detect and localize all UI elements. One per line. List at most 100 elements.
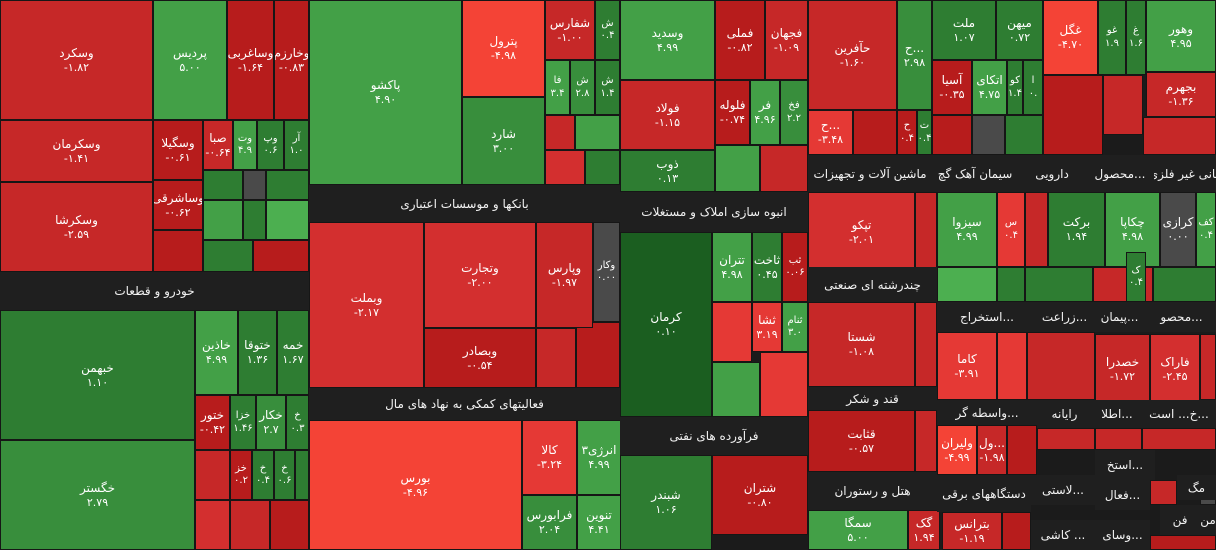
filler-stock-tile[interactable] <box>1037 428 1095 450</box>
filler-stock-tile[interactable] <box>585 150 620 185</box>
stock-tile[interactable]: خکار ۲.۷ <box>256 395 286 450</box>
stock-tile[interactable]: ت ۰.۴ <box>917 110 932 155</box>
sector-contracting-label[interactable]: پیمان... <box>1092 302 1147 332</box>
stock-tile[interactable]: وخارزم -۰.۸۳ <box>274 0 309 120</box>
stock-tile[interactable]: فا ۳.۴ <box>545 60 570 115</box>
stock-tile[interactable]: ش ۱.۴ <box>595 60 620 115</box>
stock-tile[interactable]: کرمان ۰.۱۰ <box>620 232 712 417</box>
stock-tile[interactable]: وسگیلا -۰.۶۱ <box>153 120 203 180</box>
stock-tile[interactable]: تتران ۴.۹۸ <box>712 232 752 302</box>
stock-tile[interactable]: فجهان -۱.۰۹ <box>765 0 808 80</box>
filler-stock-tile[interactable] <box>545 150 585 185</box>
sector-mining-2-label[interactable]: استخ... <box>1095 450 1155 480</box>
filler-stock-tile[interactable] <box>1005 115 1043 155</box>
stock-tile[interactable]: خ ۰.۶ <box>274 450 295 500</box>
sector-products-2-label[interactable]: محصو... <box>1147 302 1216 332</box>
filler-stock-tile[interactable] <box>1153 267 1216 302</box>
sector-mg-label[interactable]: مگ <box>1177 475 1216 500</box>
filler-stock-tile[interactable] <box>712 362 760 417</box>
sector-electrical-label[interactable]: دستگاههای برقی <box>937 475 1031 512</box>
stock-tile[interactable]: ختوقا ۱.۳۶ <box>238 310 277 395</box>
sector-financial-aux-label[interactable]: فعالیتهای کمکی به نهاد های مال <box>309 388 620 420</box>
filler-stock-tile[interactable] <box>1002 512 1031 550</box>
stock-tile[interactable]: خبهمن ۱.۱۰ <box>0 310 195 440</box>
stock-tile[interactable]: بجهرم -۱.۳۶ <box>1146 72 1216 117</box>
stock-tile[interactable]: وبملت -۲.۱۷ <box>309 222 424 388</box>
filler-stock-tile[interactable] <box>915 410 937 472</box>
sector-misc-label[interactable]: خ... است... <box>1142 400 1216 428</box>
filler-stock-tile[interactable] <box>1095 428 1142 450</box>
stock-tile[interactable]: پاکشو ۴.۹۰ <box>309 0 462 185</box>
stock-tile[interactable]: خ ۰.۳ <box>286 395 309 450</box>
stock-tile[interactable]: وسکرشا -۲.۵۹ <box>0 182 153 272</box>
sector-sugar-label[interactable]: قند و شکر <box>808 387 937 410</box>
stock-tile[interactable]: وساشرقی -۰.۶۲ <box>153 180 203 230</box>
stock-tile[interactable]: ح... -۳.۴۸ <box>808 110 853 155</box>
stock-tile[interactable]: بترانس -۱.۱۹ <box>942 512 1002 550</box>
stock-tile[interactable]: فاراک -۲.۴۵ <box>1150 334 1200 404</box>
filler-stock-tile[interactable] <box>1025 267 1093 302</box>
sector-auto-label[interactable]: خودرو و قطعات <box>0 272 309 310</box>
sector-computer-label[interactable]: رایانه <box>1037 400 1092 428</box>
filler-stock-tile[interactable] <box>1143 117 1216 155</box>
stock-tile[interactable]: ک ۰.۴ <box>1126 252 1146 302</box>
filler-stock-tile[interactable] <box>997 332 1027 400</box>
filler-stock-tile[interactable] <box>203 170 243 200</box>
stock-tile[interactable]: گک ۱.۹۴ <box>908 510 940 550</box>
filler-stock-tile[interactable] <box>266 170 309 200</box>
stock-tile[interactable]: میهن ۰.۷۲ <box>996 0 1043 60</box>
filler-stock-tile[interactable] <box>575 115 620 150</box>
sector-pharma-label[interactable]: دارویی <box>1018 155 1086 192</box>
sector-realestate-label[interactable]: انبوه سازی املاک و مستغلات <box>620 192 808 232</box>
sector-nonmetal-minerals-label[interactable]: کانی غیر فلزی <box>1154 155 1216 192</box>
filler-stock-tile[interactable] <box>1007 425 1037 475</box>
filler-stock-tile[interactable] <box>153 230 203 272</box>
filler-stock-tile[interactable] <box>1150 535 1216 550</box>
sector-products-label[interactable]: محصول... <box>1086 155 1154 192</box>
filler-stock-tile[interactable] <box>760 145 808 192</box>
filler-stock-tile[interactable] <box>915 192 937 272</box>
stock-tile[interactable]: قثابت -۰.۵۷ <box>808 410 915 472</box>
filler-stock-tile[interactable] <box>253 240 309 272</box>
stock-tile[interactable]: وپارس -۱.۹۷ <box>536 222 593 328</box>
stock-tile[interactable]: آسیا -۰.۳۵ <box>932 60 972 115</box>
stock-tile[interactable]: کرازی ۰.۰۰ <box>1160 192 1196 267</box>
filler-stock-tile[interactable] <box>203 200 243 240</box>
filler-stock-tile[interactable] <box>545 115 575 150</box>
filler-stock-tile[interactable] <box>997 267 1025 302</box>
stock-tile[interactable]: وبصادر -۰.۵۴ <box>424 328 536 388</box>
sector-equipment-label[interactable]: وسای... <box>1095 520 1150 550</box>
filler-stock-tile[interactable] <box>1043 75 1103 155</box>
stock-tile[interactable]: ثاخت ۰.۴۵ <box>752 232 782 302</box>
filler-stock-tile[interactable] <box>270 500 309 550</box>
sector-activity-label[interactable]: فعال... <box>1095 480 1150 510</box>
stock-tile[interactable]: کف ۰.۴ <box>1196 192 1216 267</box>
stock-tile[interactable]: وساغربی -۱.۶۴ <box>227 0 274 120</box>
filler-stock-tile[interactable] <box>1200 334 1216 400</box>
filler-stock-tile[interactable] <box>937 267 997 302</box>
stock-tile[interactable]: اتکای ۴.۷۵ <box>972 60 1007 115</box>
stock-tile[interactable]: ح... ۲.۹۸ <box>897 0 932 110</box>
stock-tile[interactable]: فرابورس ۲.۰۴ <box>522 495 577 550</box>
stock-tile[interactable]: ش ۰.۴ <box>595 0 620 60</box>
stock-tile[interactable]: ثب ۰.۰۶ <box>782 232 808 302</box>
stock-tile[interactable]: وهور ۴.۹۵ <box>1146 0 1216 72</box>
filler-stock-tile[interactable] <box>266 200 309 240</box>
stock-tile[interactable]: فر ۴.۹۶ <box>750 80 780 145</box>
filler-stock-tile[interactable] <box>853 110 897 155</box>
stock-tile[interactable]: پترول -۴.۹۸ <box>462 0 545 97</box>
sector-machinery-label[interactable]: ماشین آلات و تجهیزات <box>808 155 932 192</box>
stock-tile[interactable]: تنوین ۴.۴۱ <box>577 495 621 550</box>
filler-stock-tile[interactable] <box>295 450 309 500</box>
stock-tile[interactable]: خزا ۱.۴۶ <box>230 395 256 450</box>
stock-tile[interactable]: وتجارت -۲.۰۰ <box>424 222 536 328</box>
stock-tile[interactable]: وپ ۰.۶ <box>257 120 284 170</box>
stock-tile[interactable]: فخ ۲.۲ <box>780 80 808 145</box>
stock-tile[interactable]: آر ۱.۰ <box>284 120 309 170</box>
stock-tile[interactable]: ثنام ۳.۰ <box>782 302 808 352</box>
stock-tile[interactable]: س ۰.۴ <box>997 192 1025 267</box>
sector-mn-label[interactable]: من <box>1200 505 1216 535</box>
sector-mining-label[interactable]: استخراج... <box>937 302 1037 332</box>
filler-stock-tile[interactable] <box>1142 428 1216 450</box>
filler-stock-tile[interactable] <box>715 145 760 192</box>
